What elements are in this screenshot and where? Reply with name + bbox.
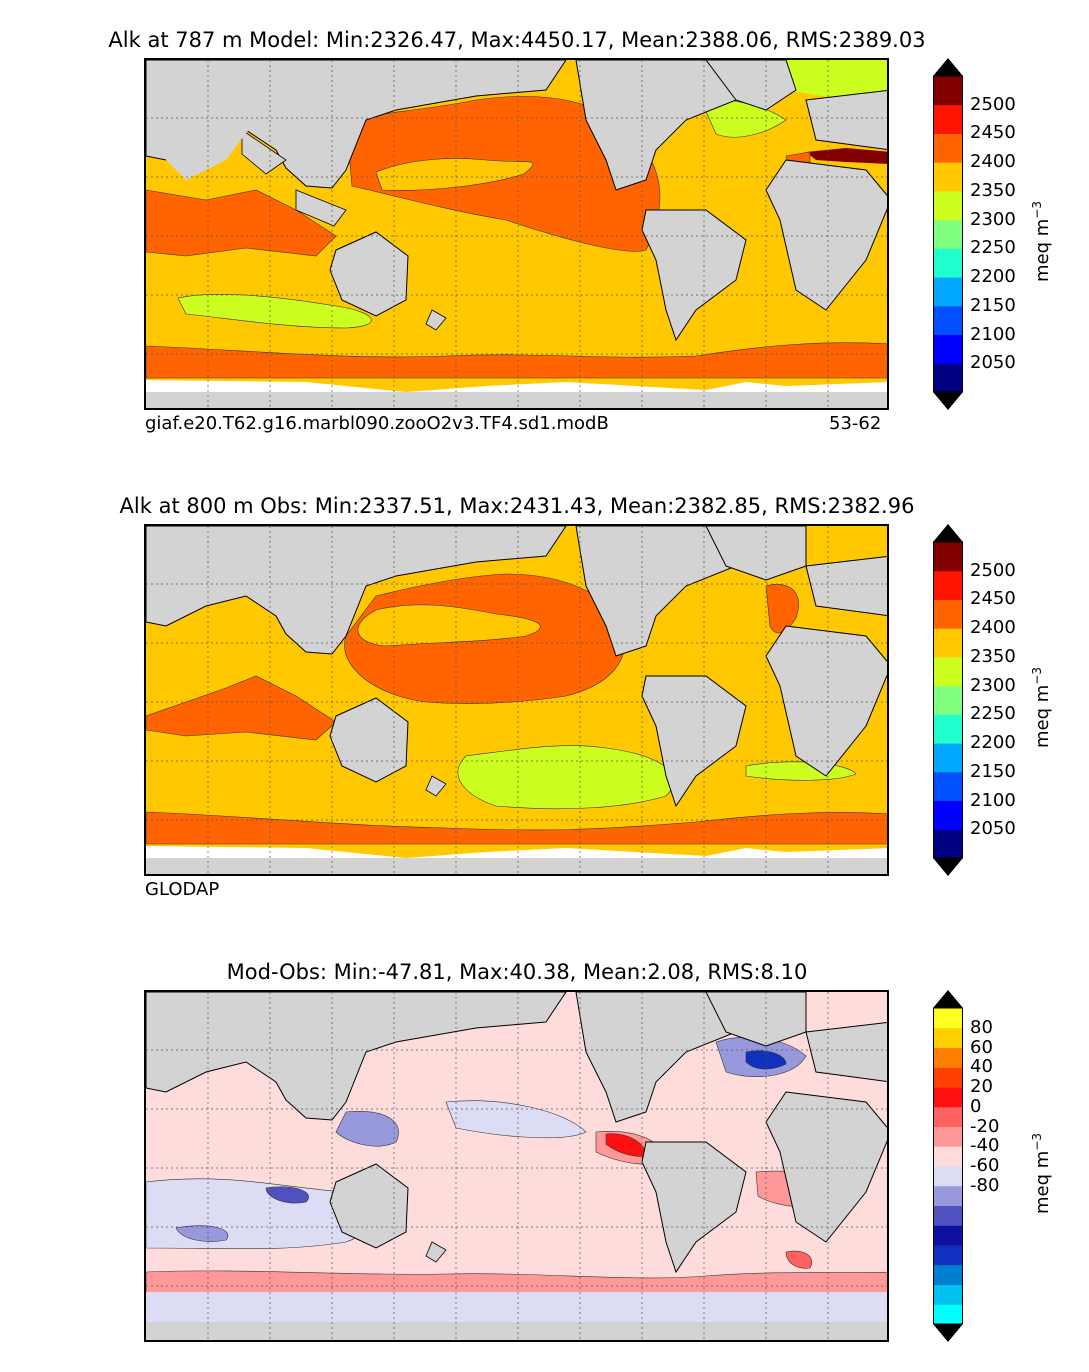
diff-map <box>144 990 889 1342</box>
colorbar-swatch <box>933 800 963 830</box>
colorbar-swatch <box>933 714 963 744</box>
colorbar-tick-label: 2150 <box>970 294 1016 316</box>
colorbar-swatch <box>933 829 963 859</box>
colorbar-tick-label: -60 <box>970 1155 1000 1176</box>
colorbar-min-extension <box>933 1324 963 1342</box>
colorbar-tick-label: 2450 <box>970 122 1016 144</box>
colorbar-frame <box>933 1007 963 1325</box>
colorbar-swatch <box>933 1126 963 1147</box>
colorbar-swatch <box>933 1166 963 1187</box>
colorbar-swatch <box>933 305 963 336</box>
colorbar-min-extension <box>933 858 963 876</box>
model-map <box>144 58 889 410</box>
colorbar-swatch <box>933 1008 963 1029</box>
colorbar-swatch <box>933 628 963 658</box>
colorbar-tick-label: 2100 <box>970 323 1016 345</box>
model-colorbar-swatches <box>933 58 963 410</box>
model-colorbar-unit: meq m−3 <box>1030 201 1053 282</box>
colorbar-swatch <box>933 771 963 802</box>
colorbar-tick-label: 80 <box>970 1016 993 1038</box>
colorbar-swatch <box>933 1146 963 1167</box>
obs-map <box>144 524 889 876</box>
colorbar-tick-label: 2400 <box>970 151 1016 173</box>
colorbar-tick-label: 2300 <box>970 208 1016 230</box>
colorbar-swatch <box>933 542 963 572</box>
colorbar-tick-label: 2200 <box>970 732 1016 754</box>
diff-colorbar <box>933 990 963 1342</box>
colorbar-tick-label: 2050 <box>970 818 1016 840</box>
colorbar-swatch <box>933 1304 963 1325</box>
model-run-caption: giaf.e20.T62.g16.marbl090.zooO2v3.TF4.sd… <box>145 413 609 434</box>
colorbar-tick-label: 60 <box>970 1036 993 1058</box>
colorbar-tick-label: 2300 <box>970 674 1016 696</box>
colorbar-tick-label: 2350 <box>970 179 1016 201</box>
colorbar-tick-label: 2500 <box>970 559 1016 581</box>
colorbar-tick-label: 2350 <box>970 645 1016 667</box>
colorbar-swatch <box>933 1284 963 1305</box>
colorbar-swatch <box>933 1067 963 1088</box>
colorbar-frame <box>933 75 963 393</box>
colorbar-tick-label: 2200 <box>970 266 1016 288</box>
colorbar-swatch <box>933 133 963 163</box>
obs-source-caption: GLODAP <box>145 879 220 900</box>
colorbar-swatch <box>933 1047 963 1068</box>
colorbar-swatch <box>933 1087 963 1108</box>
colorbar-swatch <box>933 363 963 393</box>
colorbar-tick-label: 2400 <box>970 617 1016 639</box>
colorbar-frame <box>933 541 963 859</box>
colorbar-swatch <box>933 570 963 600</box>
colorbar-swatch <box>933 76 963 106</box>
colorbar-tick-label: 2150 <box>970 760 1016 782</box>
colorbar-swatch <box>933 743 963 773</box>
colorbar-tick-label: 2500 <box>970 93 1016 115</box>
colorbar-swatch <box>933 190 963 221</box>
obs-colorbar <box>933 524 963 876</box>
obs-colorbar-swatches <box>933 524 963 876</box>
colorbar-swatch <box>933 599 963 629</box>
colorbar-tick-label: 40 <box>970 1056 993 1078</box>
colorbar-tick-label: 2250 <box>970 237 1016 259</box>
diff-colorbar-unit: meq m−3 <box>1030 1133 1053 1214</box>
model-years-caption: 53-62 <box>829 413 882 434</box>
colorbar-swatch <box>933 1106 963 1127</box>
panel-title: Mod-Obs: Min:-47.81, Max:40.38, Mean:2.0… <box>226 960 808 984</box>
colorbar-min-extension <box>933 392 963 410</box>
colorbar-swatch <box>933 334 963 364</box>
colorbar-swatch <box>933 277 963 307</box>
colorbar-swatch <box>933 1185 963 1206</box>
colorbar-tick-label: -80 <box>970 1174 1000 1196</box>
colorbar-tick-label: 2250 <box>970 703 1016 725</box>
colorbar-swatch <box>933 248 963 278</box>
colorbar-swatch <box>933 1245 963 1266</box>
obs-map-field <box>146 526 887 874</box>
panel-title: Alk at 800 m Obs: Min:2337.51, Max:2431.… <box>119 494 915 518</box>
colorbar-tick-label: 2050 <box>970 352 1016 374</box>
model-map-field <box>146 60 887 408</box>
colorbar-tick-label: -40 <box>970 1135 1000 1157</box>
colorbar-swatch <box>933 104 963 134</box>
colorbar-max-extension <box>933 990 963 1008</box>
colorbar-swatch <box>933 1264 963 1285</box>
colorbar-tick-label: -20 <box>970 1115 1000 1137</box>
colorbar-swatch <box>933 1205 963 1226</box>
colorbar-tick-label: 2100 <box>970 789 1016 811</box>
colorbar-swatch <box>933 1027 963 1048</box>
colorbar-tick-label: 2450 <box>970 588 1016 610</box>
colorbar-max-extension <box>933 524 963 542</box>
colorbar-swatch <box>933 685 963 715</box>
colorbar-tick-label: 0 <box>970 1095 982 1117</box>
diff-map-field <box>146 992 887 1340</box>
panel-title: Alk at 787 m Model: Min:2326.47, Max:445… <box>108 28 926 52</box>
colorbar-swatch <box>933 219 963 249</box>
colorbar-swatch <box>933 1225 963 1246</box>
colorbar-tick-label: 20 <box>970 1076 993 1097</box>
colorbar-swatch <box>933 162 963 192</box>
colorbar-max-extension <box>933 58 963 76</box>
colorbar-swatch <box>933 656 963 687</box>
model-colorbar <box>933 58 963 410</box>
obs-colorbar-unit: meq m−3 <box>1030 667 1053 748</box>
diff-colorbar-swatches <box>933 990 963 1342</box>
